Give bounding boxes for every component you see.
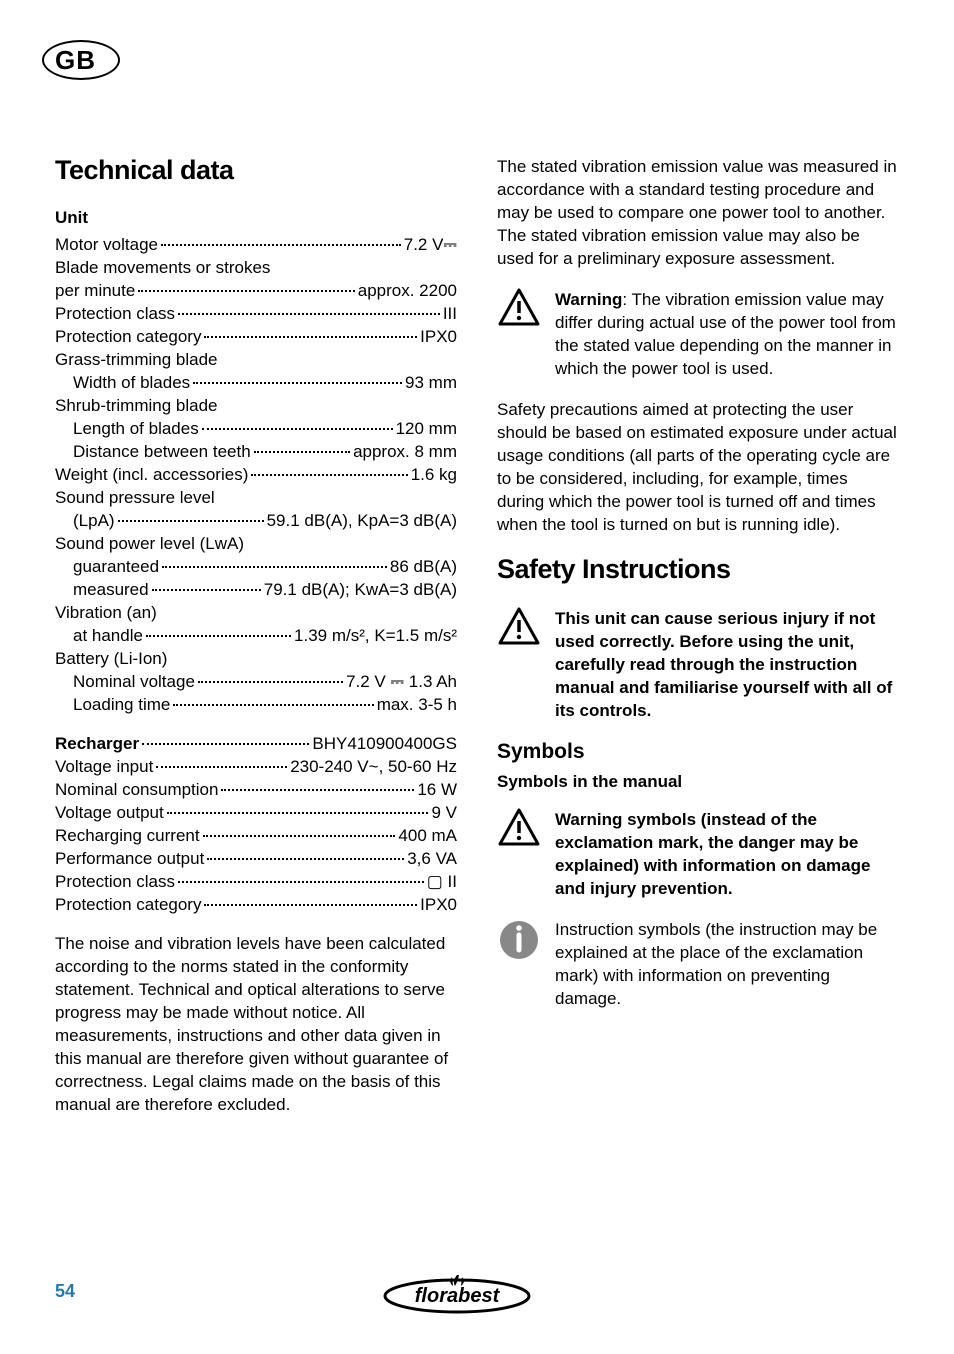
serious-injury-warning: This unit can cause serious injury if no… xyxy=(555,607,899,722)
spec-value: 16 W xyxy=(417,778,457,801)
left-column: Technical data Unit Motor voltage 7.2 V⎓ B… xyxy=(55,155,457,1134)
spec-value: 3,6 VA xyxy=(407,847,457,870)
emission-paragraph: The stated vibration emission value was … xyxy=(497,155,899,270)
noise-vibration-paragraph: The noise and vibration levels have been… xyxy=(55,932,457,1116)
spec-label: Protection category xyxy=(55,893,201,916)
spec-label: Blade movements or strokes xyxy=(55,256,270,279)
svg-text:florabest: florabest xyxy=(415,1285,501,1307)
spec-value: ▢ II xyxy=(427,870,457,893)
spec-label: Performance output xyxy=(55,847,204,870)
spec-label: per minute xyxy=(55,279,135,302)
spec-label: Length of blades xyxy=(73,417,199,440)
warning-triangle-icon xyxy=(497,808,541,848)
symbols-heading: Symbols xyxy=(497,740,899,764)
spec-value: 79.1 dB(A); KwA=3 dB(A) xyxy=(264,578,457,601)
recharger-label: Recharger xyxy=(55,732,139,755)
spec-value: 9 V xyxy=(431,801,457,824)
spec-value: 93 mm xyxy=(405,371,457,394)
spec-label: Vibration (an) xyxy=(55,601,157,624)
spec-value: 400 mA xyxy=(398,824,457,847)
spec-value: 1.39 m/s², K=1.5 m/s² xyxy=(294,624,457,647)
recharger-value: BHY410900400GS xyxy=(312,732,457,755)
spec-value: 7.2 V⎓ xyxy=(404,233,457,256)
spec-label: Weight (incl. accessories) xyxy=(55,463,248,486)
spec-value: 1.6 kg xyxy=(411,463,457,486)
instruction-symbols-text: Instruction symbols (the instruction may… xyxy=(555,918,899,1010)
spec-label: (LpA) xyxy=(73,509,115,532)
spec-label: Grass-trimming blade xyxy=(55,348,218,371)
info-circle-icon xyxy=(497,918,541,962)
spec-label: guaranteed xyxy=(73,555,159,578)
spec-label: Loading time xyxy=(73,693,170,716)
warning-triangle-icon xyxy=(497,288,541,328)
spec-label: Protection category xyxy=(55,325,201,348)
spec-value: 230-240 V~, 50-60 Hz xyxy=(290,755,457,778)
spec-label: at handle xyxy=(73,624,143,647)
right-column: The stated vibration emission value was … xyxy=(497,155,899,1134)
spec-value: 120 mm xyxy=(396,417,457,440)
spec-value: approx. 8 mm xyxy=(353,440,457,463)
symbols-manual-heading: Symbols in the manual xyxy=(497,772,899,792)
spec-value: max. 3-5 h xyxy=(377,693,457,716)
spec-value: III xyxy=(443,302,457,325)
spec-label: Shrub-trimming blade xyxy=(55,394,218,417)
gb-label: GB xyxy=(55,45,96,76)
warning-symbols-text: Warning symbols (instead of the exclamat… xyxy=(555,808,899,900)
spec-label: Voltage output xyxy=(55,801,164,824)
spec-label: Motor voltage xyxy=(55,233,158,256)
spec-value: approx. 2200 xyxy=(358,279,457,302)
spec-label: measured xyxy=(73,578,149,601)
spec-value: 59.1 dB(A), KpA=3 dB(A) xyxy=(267,509,457,532)
warning-vibration-text: Warning: The vibration emission value ma… xyxy=(555,288,899,380)
spec-label: Width of blades xyxy=(73,371,190,394)
spec-label: Protection class xyxy=(55,870,175,893)
spec-label: Sound pressure level xyxy=(55,486,215,509)
warning-triangle-icon xyxy=(497,607,541,647)
spec-label: Nominal consumption xyxy=(55,778,218,801)
page-number: 54 xyxy=(55,1281,75,1302)
spec-label: Nominal voltage xyxy=(73,670,195,693)
safety-instructions-heading: Safety Instructions xyxy=(497,554,899,585)
spec-value: IPX0 xyxy=(420,893,457,916)
spec-value: 7.2 V ⎓ 1.3 Ah xyxy=(346,670,457,693)
spec-label: Battery (Li-Ion) xyxy=(55,647,167,670)
safety-precautions-paragraph: Safety precautions aimed at protecting t… xyxy=(497,398,899,536)
spec-label: Recharging current xyxy=(55,824,200,847)
spec-label: Sound power level (LwA) xyxy=(55,532,244,555)
unit-heading: Unit xyxy=(55,208,457,228)
spec-label: Protection class xyxy=(55,302,175,325)
florabest-logo: florabest xyxy=(382,1269,532,1314)
spec-value: 86 dB(A) xyxy=(390,555,457,578)
spec-label: Distance between teeth xyxy=(73,440,251,463)
spec-label: Voltage input xyxy=(55,755,153,778)
spec-value: IPX0 xyxy=(420,325,457,348)
technical-data-heading: Technical data xyxy=(55,155,457,186)
